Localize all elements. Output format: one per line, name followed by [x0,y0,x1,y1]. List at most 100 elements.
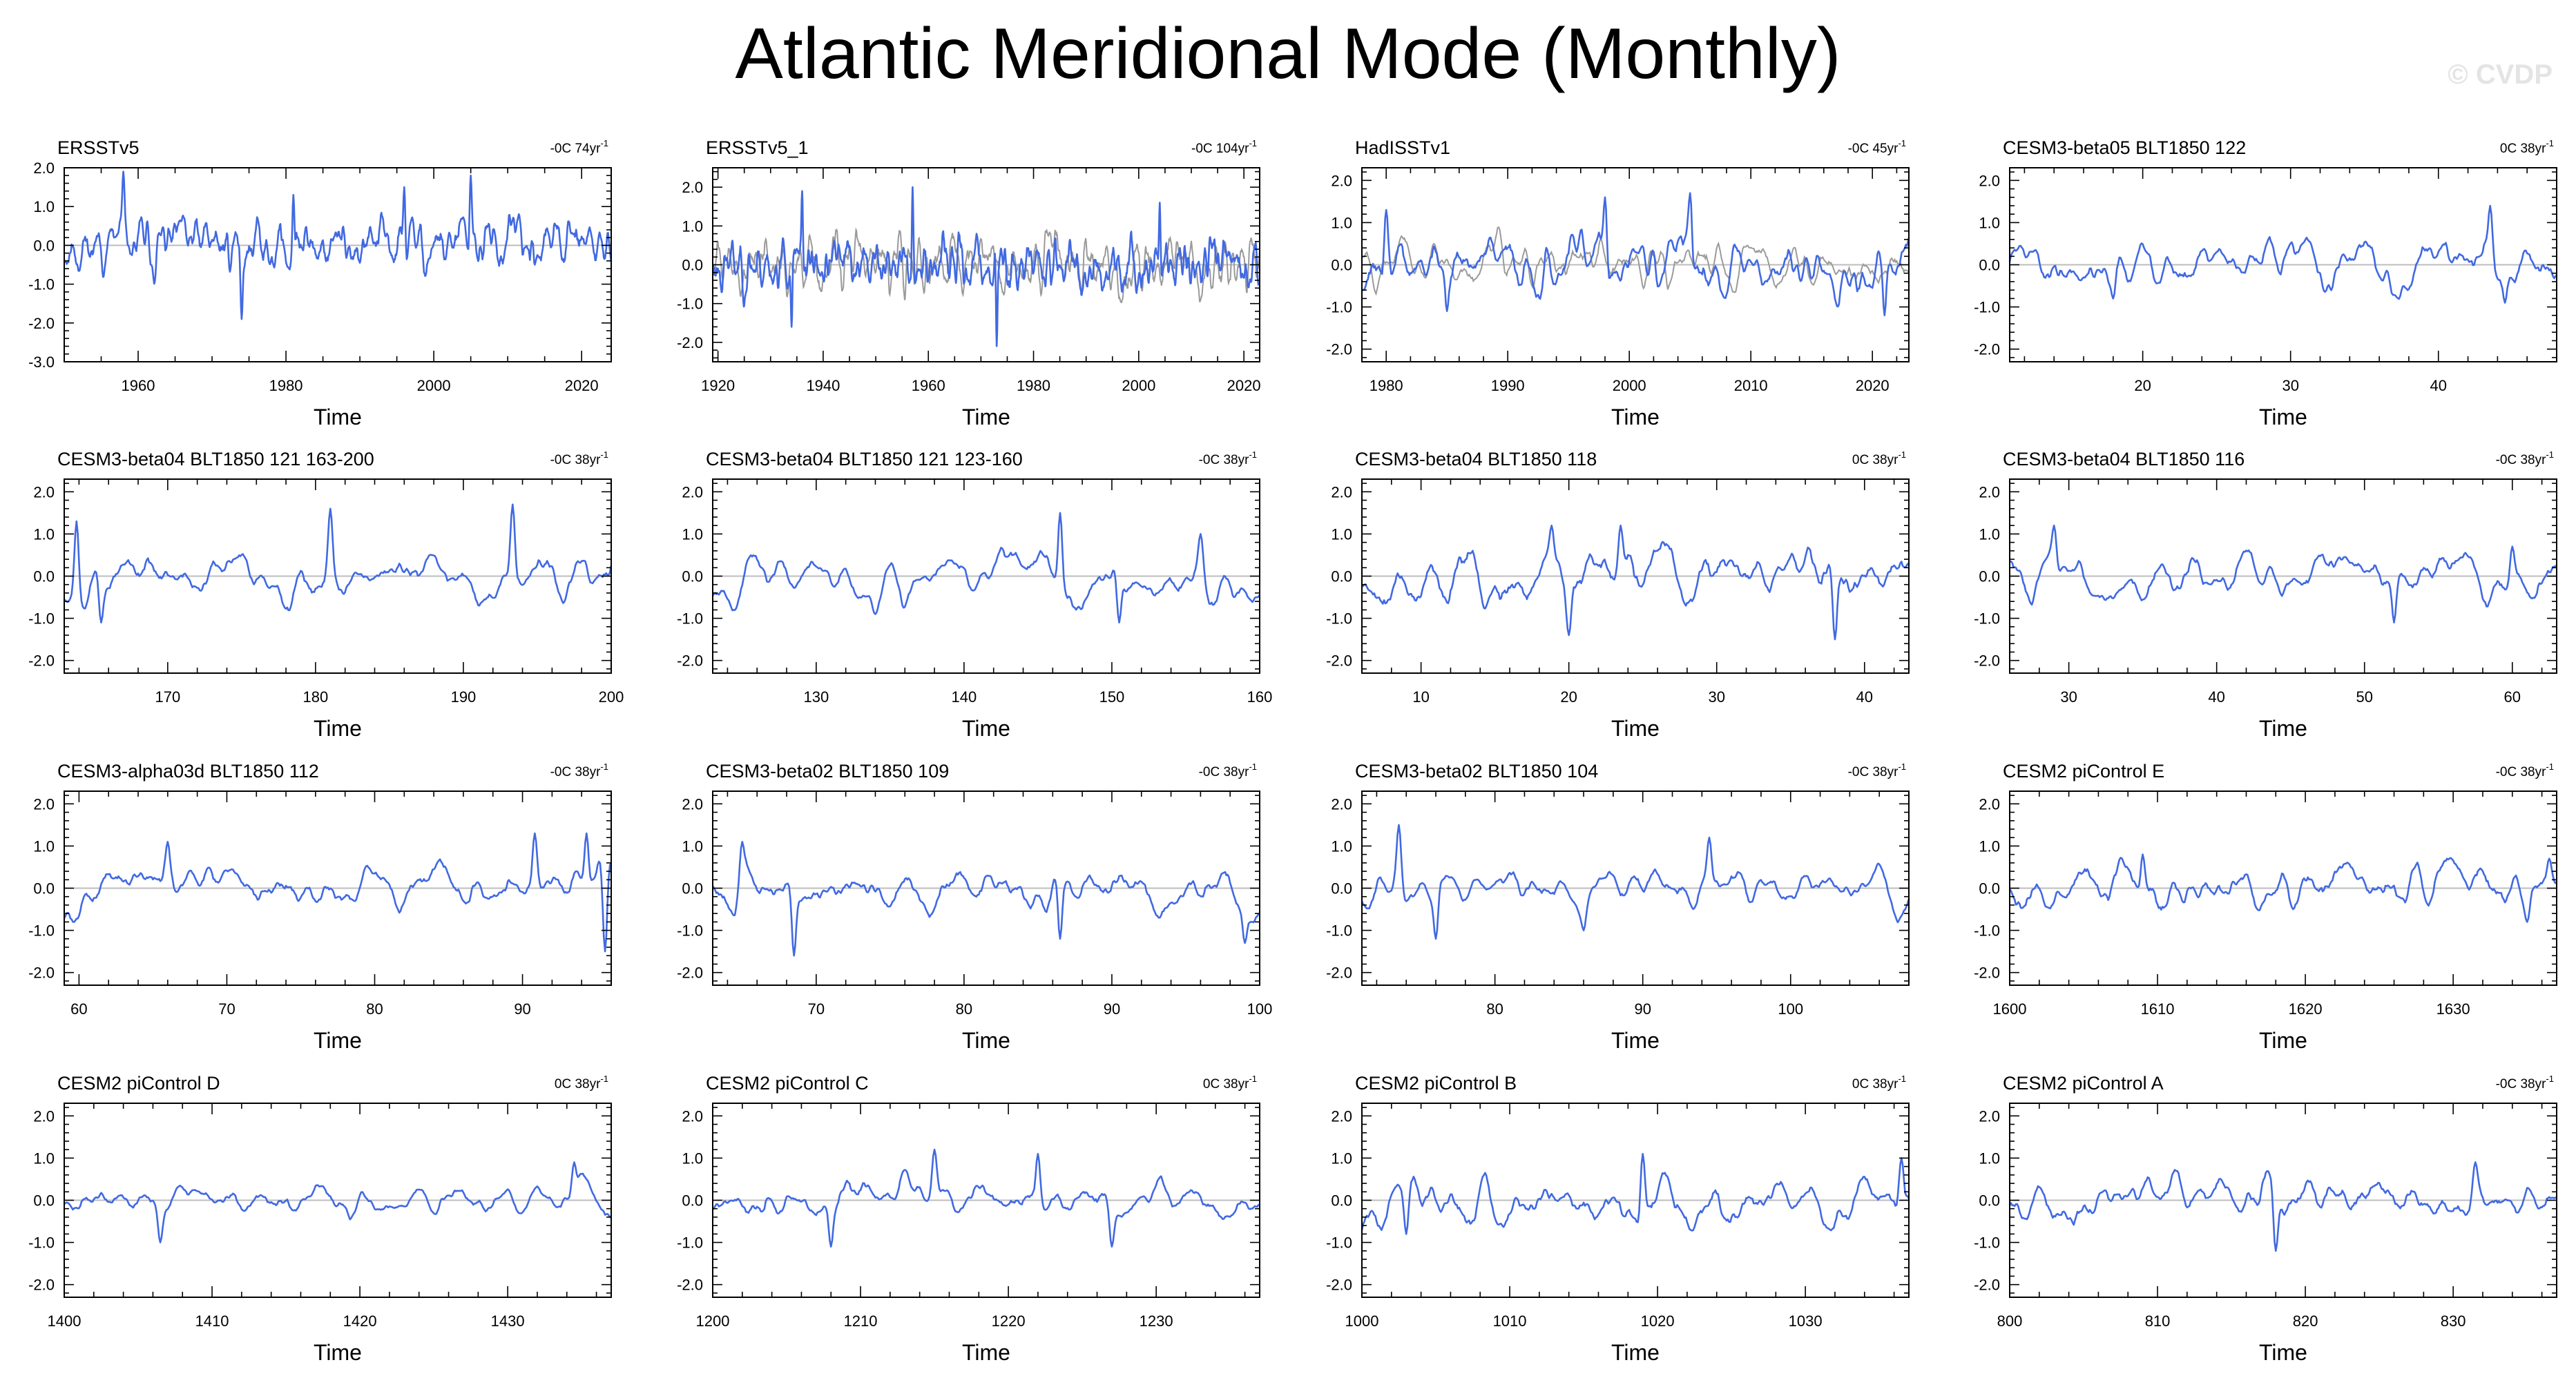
chart-panel-9: CESM3-alpha03d BLT1850 112 -0C 38yr-1 -2.0… [28,761,613,1053]
y-tick-label: -1.0 [1326,299,1352,316]
panel-title: CESM3-alpha03d BLT1850 112 [57,761,319,782]
x-tick-label: 100 [1247,1000,1273,1018]
chart-panel-2: ERSSTv5_1 -0C 104yr-1 -2.0 -1.0 0.0 1.0 2.0 192… [677,137,1261,429]
y-tick-label: -1.0 [28,610,55,628]
y-tick-label: 2.0 [1331,483,1352,501]
y-tick-label: 2.0 [33,159,55,177]
series-line [1361,192,1910,317]
x-tick-label: 1980 [1369,377,1403,394]
y-tick-label: -2.0 [1326,652,1352,670]
page-title: Atlantic Meridional Mode (Monthly) [735,14,1841,94]
y-tick-label: 1.0 [33,198,55,215]
panel-title: CESM3-beta04 BLT1850 121 163-200 [57,449,374,469]
series-line [712,1148,1260,1248]
trend-label: -0C 38yr-1 [1848,762,1906,779]
y-tick-label: -1.0 [1326,1234,1352,1252]
panel-title: CESM3-beta02 BLT1850 109 [706,761,949,782]
y-tick-label: -2.0 [28,652,55,670]
chart-panel-13: CESM2 piControl D 0C 38yr-1 -2.0 -1.0 0.0 1.0… [28,1073,612,1365]
panel-title: CESM3-beta05 BLT1850 122 [2003,137,2246,158]
x-tick-label: 2000 [1613,377,1646,394]
series-line [2009,524,2557,623]
x-axis-label: Time [314,716,362,741]
x-tick-label: 1420 [343,1312,377,1330]
x-axis-label: Time [962,716,1010,741]
y-tick-label: -3.0 [28,353,55,371]
x-tick-label: 90 [1104,1000,1120,1018]
series-line [2008,204,2557,304]
y-tick-label: 2.0 [1979,172,2000,189]
trend-label: -0C 38yr-1 [1199,449,1257,467]
x-tick-label: 1400 [48,1312,81,1330]
x-tick-label: 2020 [1856,377,1890,394]
panel-title: ERSSTv5_1 [706,137,809,158]
x-tick-label: 2000 [1122,377,1155,394]
y-tick-label: 1.0 [682,837,703,855]
y-tick-label: 1.0 [1979,1150,2000,1167]
y-tick-label: -1.0 [677,1234,703,1252]
x-axis-label: Time [2259,1028,2307,1053]
x-tick-label: 90 [1634,1000,1651,1018]
trend-label: 0C 38yr-1 [1852,1074,1906,1092]
x-tick-label: 60 [2504,688,2521,706]
y-tick-label: 0.0 [682,880,703,898]
chart-panel-12: CESM2 piControl E -0C 38yr-1 -2.0 -1.0 0.0 1.… [1974,761,2557,1053]
chart-panel-7: CESM3-beta04 BLT1850 118 0C 38yr-1 -2.0 -1.… [1326,449,1910,741]
y-tick-label: 2.0 [682,179,703,196]
y-tick-label: -2.0 [1326,964,1352,982]
x-tick-label: 60 [70,1000,87,1018]
y-tick-label: 2.0 [1331,1107,1352,1125]
x-tick-label: 1000 [1345,1312,1379,1330]
overlay-series-line [712,227,1260,304]
x-tick-label: 1980 [1017,377,1050,394]
y-tick-label: -2.0 [28,1277,55,1294]
x-tick-label: 140 [952,688,977,706]
x-tick-label: 1200 [696,1312,730,1330]
y-tick-label: 0.0 [682,568,703,585]
x-tick-label: 160 [1247,688,1273,706]
chart-panel-8: CESM3-beta04 BLT1850 116 -0C 38yr-1 -2.0 -1… [1974,449,2557,741]
x-tick-label: 820 [2293,1312,2318,1330]
x-tick-label: 2020 [565,377,599,394]
x-tick-label: 180 [303,688,329,706]
y-tick-label: -2.0 [1974,1277,2000,1294]
x-axis-label: Time [962,405,1010,429]
x-tick-label: 810 [2145,1312,2171,1330]
chart-panel-6: CESM3-beta04 BLT1850 121 123-160 -0C 38yr… [677,449,1272,741]
x-tick-label: 80 [366,1000,383,1018]
x-tick-label: 100 [1778,1000,1803,1018]
panel-title: CESM3-beta02 BLT1850 104 [1355,761,1598,782]
x-axis-label: Time [2259,405,2307,429]
y-tick-label: 2.0 [33,795,55,813]
series-line [712,186,1261,347]
x-axis-label: Time [962,1340,1010,1365]
cvdp-watermark: © CVDP [2448,59,2553,90]
y-tick-label: 2.0 [33,1107,55,1125]
y-tick-label: 2.0 [682,795,703,813]
x-tick-label: 1600 [1993,1000,2027,1018]
x-tick-label: 1410 [195,1312,229,1330]
y-tick-label: -1.0 [677,610,703,628]
x-tick-label: 190 [451,688,477,706]
x-tick-label: 30 [2060,688,2077,706]
x-tick-label: 1210 [844,1312,878,1330]
chart-panel-11: CESM3-beta02 BLT1850 104 -0C 38yr-1 -2.0 -1… [1326,761,1910,1053]
trend-label: 0C 38yr-1 [1852,449,1906,467]
series-line [64,503,613,623]
chart-panel-15: CESM2 piControl B 0C 38yr-1 -2.0 -1.0 0.0 1.0… [1326,1073,1910,1365]
x-tick-label: 1960 [912,377,945,394]
y-tick-label: 2.0 [1979,795,2000,813]
y-tick-label: 2.0 [1979,483,2000,501]
x-tick-label: 1940 [806,377,840,394]
y-tick-label: 0.0 [682,1192,703,1210]
x-tick-label: 80 [1486,1000,1503,1018]
y-tick-label: 1.0 [682,217,703,235]
x-tick-label: 80 [956,1000,972,1018]
x-tick-label: 1020 [1641,1312,1675,1330]
y-tick-label: -2.0 [677,652,703,670]
y-tick-label: 2.0 [682,483,703,501]
chart-panel-14: CESM2 piControl C 0C 38yr-1 -2.0 -1.0 0.0 1.0… [677,1073,1260,1365]
y-tick-label: 2.0 [1979,1107,2000,1125]
series-line [1361,824,1910,940]
panel-title: CESM3-beta04 BLT1850 121 123-160 [706,449,1023,469]
